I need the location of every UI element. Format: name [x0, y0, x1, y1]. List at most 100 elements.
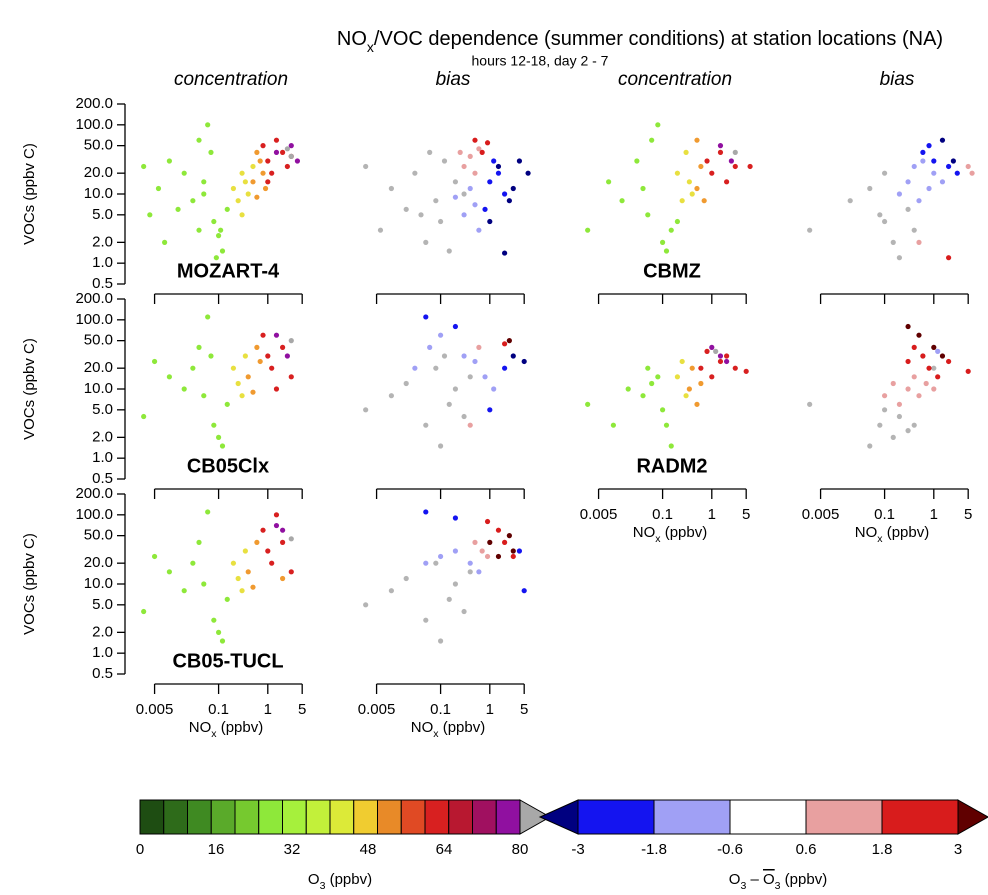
- data-point: [437, 553, 444, 560]
- data-point: [467, 374, 473, 380]
- data-point: [969, 170, 975, 176]
- data-point: [694, 185, 700, 192]
- chart-title: NOx/VOC dependence (summer conditions) a…: [337, 28, 943, 54]
- data-point: [166, 158, 172, 164]
- data-point: [487, 539, 493, 545]
- data-point: [625, 386, 631, 392]
- data-point: [939, 179, 946, 185]
- text-part: x: [877, 533, 883, 545]
- data-point: [284, 353, 290, 359]
- y-axis-label: VOCs (ppbv C): [21, 533, 38, 635]
- data-point: [423, 509, 429, 515]
- data-point: [916, 393, 922, 399]
- colorbar-tick-label: -0.6: [717, 841, 743, 858]
- data-point: [201, 179, 207, 185]
- data-point: [280, 344, 286, 350]
- colorbar-swatch: [282, 799, 307, 835]
- data-point: [668, 443, 674, 449]
- data-point: [491, 158, 497, 164]
- data-point: [162, 239, 168, 245]
- x-tick-label: 0.005: [580, 506, 618, 523]
- chart-subtitle: hours 12-18, day 2 - 7: [472, 53, 609, 69]
- data-point: [502, 191, 508, 197]
- colorbar-tick-label: 48: [360, 841, 377, 858]
- data-point: [694, 137, 700, 143]
- x-tick-label: 1: [264, 701, 272, 718]
- data-point: [288, 536, 294, 542]
- data-point: [219, 248, 226, 254]
- data-point: [482, 206, 488, 212]
- data-point: [269, 365, 275, 371]
- data-point: [219, 443, 226, 449]
- x-tick-label: 0.1: [652, 506, 673, 523]
- data-point: [698, 163, 704, 170]
- colorbar-swatch: [472, 799, 497, 835]
- text-part: NO: [633, 524, 656, 541]
- data-point: [254, 149, 260, 155]
- data-point: [437, 218, 444, 225]
- data-point: [461, 191, 467, 197]
- data-point: [510, 553, 516, 560]
- text-part: O: [763, 871, 775, 888]
- y-tick-label: 2.0: [92, 233, 113, 250]
- colorbar-swatch: [729, 799, 807, 835]
- data-point: [452, 194, 459, 200]
- data-point: [224, 596, 230, 602]
- data-point: [239, 170, 245, 176]
- data-point: [224, 401, 230, 407]
- data-point: [269, 170, 275, 176]
- data-point: [506, 198, 512, 204]
- data-point: [412, 170, 418, 176]
- data-point: [151, 553, 158, 560]
- data-point: [446, 596, 452, 602]
- data-point: [181, 588, 187, 594]
- x-axis-label: NOx (ppbv): [855, 524, 929, 545]
- data-point: [905, 428, 911, 434]
- data-point: [502, 365, 508, 371]
- data-point: [807, 227, 813, 233]
- data-point: [920, 149, 926, 155]
- panel-label: CB05Clx: [187, 455, 269, 477]
- data-point: [437, 638, 444, 644]
- data-point: [645, 365, 651, 371]
- y-tick-label: 10.0: [84, 380, 113, 397]
- x-axis-label: NOx (ppbv): [633, 524, 707, 545]
- data-point: [724, 179, 730, 185]
- x-tick-label: 5: [520, 701, 528, 718]
- y-tick-label: 200.0: [75, 485, 113, 502]
- data-point: [230, 560, 237, 566]
- data-point: [946, 255, 952, 261]
- data-point: [920, 353, 926, 359]
- data-point: [472, 539, 478, 545]
- data-point: [926, 185, 932, 192]
- text-part: NO: [189, 719, 212, 736]
- data-point: [181, 170, 187, 176]
- y-tick-label: 50.0: [84, 527, 113, 544]
- data-point: [363, 163, 369, 170]
- data-point: [867, 185, 873, 192]
- data-point: [743, 368, 749, 374]
- data-point: [905, 386, 911, 392]
- colorbar-swatch: [305, 799, 331, 835]
- data-point: [437, 443, 444, 449]
- data-point: [245, 374, 251, 380]
- x-tick-label: 0.005: [802, 506, 840, 523]
- data-point: [205, 509, 211, 515]
- colorbar-tick-label: -3: [571, 841, 584, 858]
- data-point: [506, 533, 512, 539]
- y-tick-label: 200.0: [75, 95, 113, 112]
- data-point: [288, 374, 294, 380]
- data-point: [881, 170, 888, 176]
- x-tick-label: 0.1: [874, 506, 895, 523]
- data-point: [190, 365, 196, 371]
- colorbar-swatch: [805, 799, 883, 835]
- colorbar-swatch: [377, 799, 402, 835]
- data-point: [461, 608, 467, 615]
- data-point: [461, 353, 467, 359]
- colorbar-over: [519, 799, 552, 835]
- colorbar-tick-label: 16: [208, 841, 225, 858]
- data-point: [939, 137, 946, 143]
- colorbar-label: O3 (ppbv): [308, 871, 372, 892]
- data-point: [472, 137, 478, 143]
- text-part: (ppbv): [781, 871, 828, 888]
